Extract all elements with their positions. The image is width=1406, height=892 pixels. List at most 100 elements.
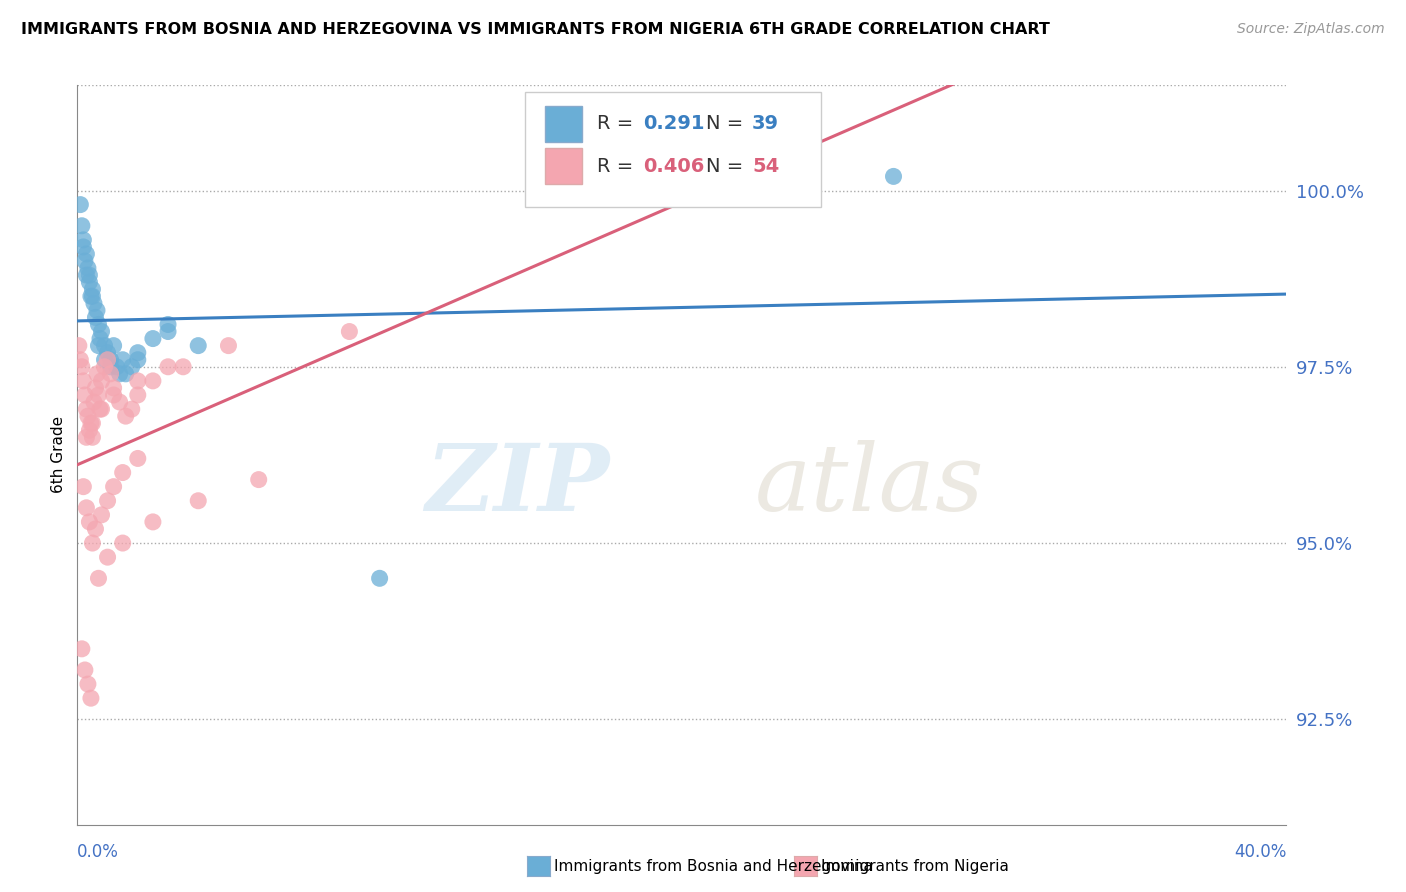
Point [121, 402, 143, 417]
Point [87, 388, 110, 402]
Point [77, 409, 100, 424]
Point [127, 374, 149, 388]
Point [82, 282, 104, 296]
Point [157, 359, 180, 374]
Point [80, 289, 103, 303]
Point [72, 480, 94, 494]
Point [77, 261, 100, 276]
Point [69, 352, 91, 367]
Point [79, 268, 101, 282]
Point [75, 247, 97, 261]
Point [72, 240, 94, 254]
Point [100, 352, 122, 367]
FancyBboxPatch shape [524, 92, 821, 207]
Point [368, 571, 391, 585]
Point [96, 352, 118, 367]
Point [79, 423, 101, 437]
Point [73, 254, 96, 268]
Y-axis label: 6th Grade: 6th Grade [51, 417, 66, 493]
Point [89, 402, 111, 417]
Point [111, 352, 134, 367]
Point [90, 508, 112, 522]
Text: IMMIGRANTS FROM BOSNIA AND HERZEGOVINA VS IMMIGRANTS FROM NIGERIA 6TH GRADE CORR: IMMIGRANTS FROM BOSNIA AND HERZEGOVINA V… [21, 22, 1050, 37]
Point [70, 641, 93, 656]
FancyBboxPatch shape [546, 148, 582, 184]
Text: 0.0%: 0.0% [77, 843, 120, 861]
Point [79, 515, 101, 529]
Text: N =: N = [706, 157, 749, 176]
Point [127, 388, 149, 402]
Point [127, 451, 149, 466]
Point [114, 409, 136, 424]
Point [83, 296, 105, 310]
Text: Immigrants from Bosnia and Herzegovina: Immigrants from Bosnia and Herzegovina [554, 859, 873, 873]
Point [80, 691, 103, 706]
Point [96, 550, 118, 565]
Point [82, 289, 104, 303]
Point [70, 359, 93, 374]
Point [86, 367, 108, 381]
Point [127, 345, 149, 359]
Point [103, 480, 125, 494]
Point [100, 359, 122, 374]
Point [96, 493, 118, 508]
FancyBboxPatch shape [546, 106, 582, 142]
Point [87, 338, 110, 352]
Point [82, 416, 104, 430]
Point [93, 338, 115, 352]
Point [90, 325, 112, 339]
Text: 40.0%: 40.0% [1234, 843, 1286, 861]
Text: 39: 39 [752, 114, 779, 134]
Point [103, 338, 125, 352]
Point [103, 381, 125, 395]
Point [86, 303, 108, 318]
Point [73, 663, 96, 677]
Text: R =: R = [598, 114, 640, 134]
Point [93, 359, 115, 374]
Point [87, 318, 110, 332]
Point [93, 352, 115, 367]
Point [80, 416, 103, 430]
Point [187, 338, 209, 352]
Point [247, 473, 270, 487]
Point [339, 325, 360, 339]
Text: R =: R = [598, 157, 640, 176]
Point [172, 359, 194, 374]
Point [142, 374, 165, 388]
Text: atlas: atlas [755, 440, 984, 530]
Point [105, 359, 128, 374]
Text: N =: N = [706, 114, 749, 134]
Point [75, 500, 97, 515]
Point [70, 219, 93, 233]
Point [108, 367, 131, 381]
Point [157, 318, 180, 332]
Point [89, 332, 111, 346]
Point [75, 402, 97, 417]
Point [75, 268, 97, 282]
Point [121, 359, 143, 374]
Text: Source: ZipAtlas.com: Source: ZipAtlas.com [1237, 22, 1385, 37]
Text: Immigrants from Nigeria: Immigrants from Nigeria [821, 859, 1010, 873]
Point [142, 332, 165, 346]
Point [82, 430, 104, 444]
Point [69, 197, 91, 211]
Point [114, 367, 136, 381]
Point [84, 522, 107, 536]
Point [142, 515, 165, 529]
Point [218, 338, 240, 352]
Point [77, 677, 100, 691]
Text: 0.406: 0.406 [643, 157, 704, 176]
Point [82, 536, 104, 550]
Point [84, 310, 107, 325]
Point [73, 388, 96, 402]
Point [111, 536, 134, 550]
Point [103, 388, 125, 402]
Point [108, 395, 131, 409]
Point [883, 169, 905, 184]
Point [84, 381, 107, 395]
Point [87, 571, 110, 585]
Point [72, 374, 94, 388]
Point [67, 338, 90, 352]
Point [96, 345, 118, 359]
Text: ZIP: ZIP [425, 440, 609, 530]
